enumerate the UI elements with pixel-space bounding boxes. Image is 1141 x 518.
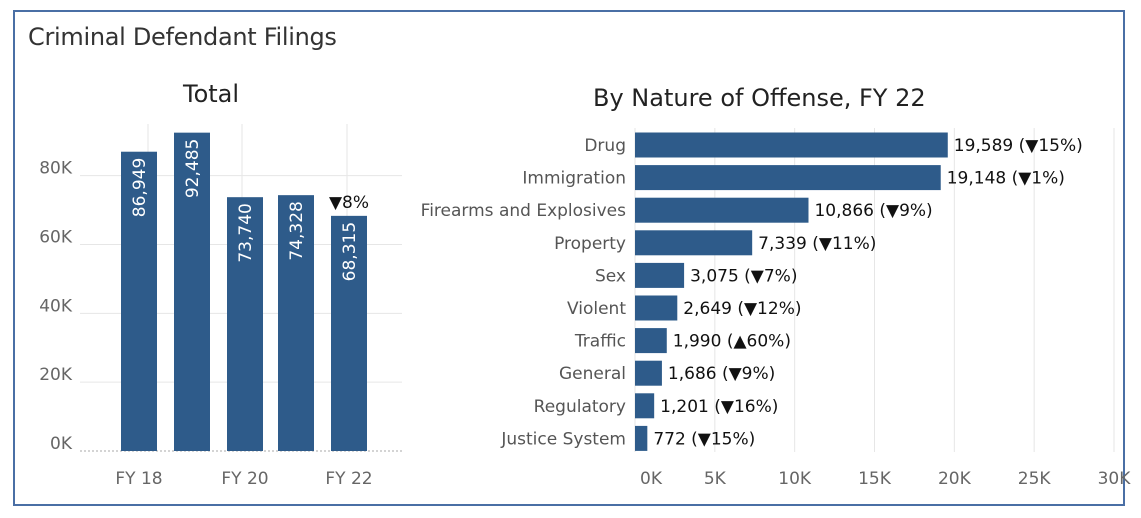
- offense-category-label: Traffic: [574, 332, 626, 352]
- offense-value-label: 1,990 (▲60%): [673, 332, 791, 352]
- total-bar: [331, 215, 367, 451]
- offense-category-label: Property: [554, 234, 626, 254]
- offense-category-label: Immigration: [522, 169, 626, 189]
- total-bar: [278, 195, 314, 451]
- offense-value-label: 1,201 (▼16%): [660, 397, 778, 417]
- offense-x-tick-label: 5K: [704, 469, 727, 489]
- total-bar-value-label: 74,328: [287, 201, 307, 260]
- total-bar-value-label: 68,315: [340, 222, 360, 281]
- offense-bar: [635, 132, 948, 158]
- offense-bar: [635, 360, 662, 386]
- offense-category-label: Violent: [567, 299, 626, 319]
- total-y-tick-label: 0K: [50, 434, 73, 454]
- total-x-tick-label: FY 22: [325, 469, 372, 489]
- offense-value-label: 772 (▼15%): [653, 429, 755, 449]
- offense-x-tick-label: 25K: [1018, 469, 1052, 489]
- offense-bar: [635, 393, 655, 419]
- offense-value-label: 1,686 (▼9%): [668, 364, 775, 384]
- offense-value-label: 3,075 (▼7%): [690, 266, 797, 286]
- offense-bar: [635, 230, 753, 256]
- offense-x-tick-label: 0K: [640, 469, 663, 489]
- offense-category-label: Justice System: [500, 429, 626, 449]
- total-bar-value-label: 92,485: [183, 139, 203, 198]
- total-x-tick-label: FY 20: [221, 469, 268, 489]
- offense-category-label: Sex: [595, 266, 626, 286]
- offense-bar: [635, 165, 941, 191]
- offense-chart-title: By Nature of Offense, FY 22: [593, 84, 926, 112]
- offense-value-label: 2,649 (▼12%): [683, 299, 801, 319]
- offense-value-label: 19,589 (▼15%): [954, 136, 1083, 156]
- total-bar-value-label: 73,740: [236, 203, 256, 262]
- offense-x-tick-label: 10K: [778, 469, 812, 489]
- total-bar: [227, 197, 263, 451]
- offense-value-label: 10,866 (▼9%): [814, 201, 932, 221]
- offense-category-label: Drug: [584, 136, 626, 156]
- offense-bar: [635, 197, 809, 223]
- offense-category-label: Regulatory: [534, 397, 626, 417]
- offense-bar: [635, 262, 685, 288]
- total-chart-title: Total: [183, 80, 240, 108]
- total-change-label: ▼8%: [329, 193, 369, 213]
- total-bar: [174, 132, 210, 451]
- total-x-tick-label: FY 18: [115, 469, 162, 489]
- total-y-tick-label: 20K: [39, 365, 73, 385]
- offense-category-label: Firearms and Explosives: [421, 201, 626, 221]
- offense-bar: [635, 295, 678, 321]
- dashboard-title: Criminal Defendant Filings: [28, 23, 337, 51]
- offense-x-tick-label: 15K: [858, 469, 892, 489]
- offense-bar: [635, 425, 648, 451]
- offense-x-tick-label: 30K: [1098, 469, 1132, 489]
- total-y-tick-label: 80K: [39, 159, 73, 179]
- total-bar: [121, 151, 157, 451]
- offense-bar: [635, 328, 667, 354]
- offense-value-label: 7,339 (▼11%): [758, 234, 876, 254]
- total-bar-value-label: 86,949: [130, 158, 150, 217]
- offense-value-label: 19,148 (▼1%): [947, 169, 1065, 189]
- total-y-tick-label: 60K: [39, 227, 73, 247]
- offense-category-label: General: [559, 364, 626, 384]
- total-y-tick-label: 40K: [39, 296, 73, 316]
- offense-x-tick-label: 20K: [938, 469, 972, 489]
